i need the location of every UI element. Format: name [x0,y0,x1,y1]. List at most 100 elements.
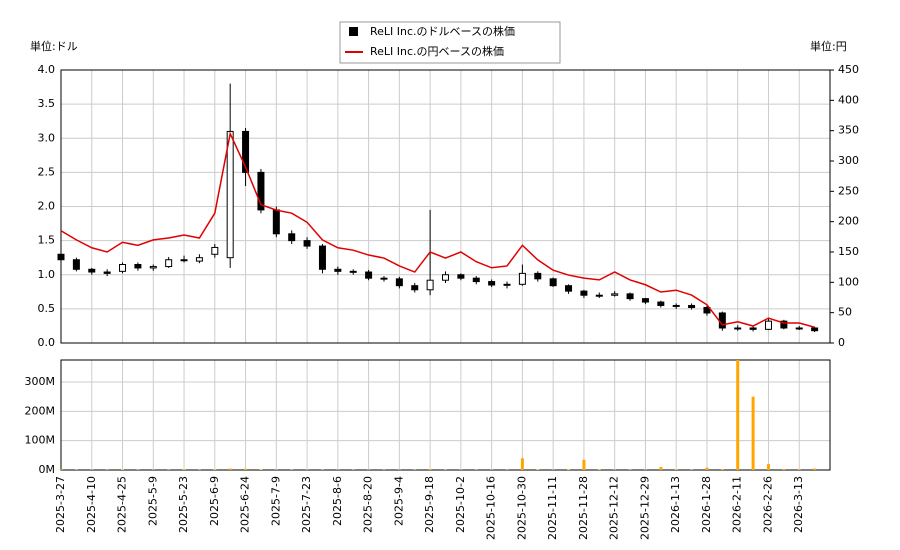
y-tick-label: 4.0 [38,63,56,76]
y-axis-unit: 単位:ドル [30,39,78,53]
candle-body [457,274,465,279]
x-tick-label: 2025-7-9 [269,476,282,526]
y-tick-label: 2.5 [38,165,56,178]
candle-body [318,245,326,270]
y-tick-label: 2.0 [38,200,56,213]
volume-bar [213,469,217,470]
candle-body [257,171,265,211]
x-tick-label: 2026-3-13 [792,476,805,533]
candle-body [272,209,280,235]
candle-body [611,293,619,296]
y-tick-label: 300M [25,375,56,388]
candle-body [503,283,511,286]
volume-bar [782,469,786,470]
candle-body [226,130,234,259]
y-tick-label: 0M [39,463,56,476]
candle-body [518,272,526,285]
x-tick-label: 2025-4-25 [116,476,129,533]
y2-tick-label: 400 [838,93,859,106]
volume-bar [520,458,524,470]
yen-price-line [60,131,815,328]
candle-body [303,240,311,247]
price-frame [60,69,831,344]
candle-body [134,264,142,269]
y-tick-label: 1.0 [38,268,56,281]
candle-body [795,327,803,330]
candle-body [488,281,496,286]
candle-body [749,327,757,330]
x-tick-label: 2025-9-18 [423,476,436,533]
candle-body [195,257,203,262]
x-tick-label: 2025-7-23 [300,476,313,533]
y-tick-label: 200M [25,404,56,417]
volume-bar [797,469,801,470]
candle-body [549,278,557,287]
candle-body [334,268,342,272]
candle-body [580,290,588,296]
candle-body [811,327,819,332]
x-tick-label: 2025-8-6 [331,476,344,526]
volume-bar [259,469,263,470]
candle-body [626,293,634,300]
x-tick-label: 2026-2-11 [731,476,744,533]
x-tick-label: 2025-10-30 [515,476,528,540]
candle-body [365,271,373,279]
y-tick-label: 3.0 [38,131,56,144]
x-tick-label: 2025-12-29 [638,476,651,540]
candle-body [426,279,434,291]
candle-body [180,259,188,262]
x-tick-label: 2026-2-26 [761,476,774,533]
x-tick-label: 2026-1-13 [669,476,682,533]
candle-body [149,266,157,269]
legend-label: ReLI Inc.の円ベースの株価 [370,44,504,58]
candle-body [672,304,680,307]
y2-tick-label: 0 [838,336,845,349]
volume-frame [60,359,831,471]
y2-tick-label: 150 [838,245,859,258]
legend-label: ReLI Inc.のドルベースの株価 [370,24,515,38]
volume-bar [228,468,232,470]
volume-bar [720,469,724,470]
x-tick-label: 2026-1-28 [700,476,713,533]
candle-body [442,274,449,281]
x-tick-label: 2025-11-28 [577,476,590,540]
volume-bar [597,469,601,470]
y2-tick-label: 300 [838,154,859,167]
x-tick-label: 2025-5-9 [146,476,159,526]
y2-tick-label: 250 [838,184,859,197]
candle-body [288,233,296,242]
x-tick-label: 2025-10-16 [485,476,498,540]
candle-body [88,268,96,273]
candle-body [688,304,696,309]
volume-bar [536,469,540,470]
candle-body [595,294,603,297]
candle-body [657,301,665,306]
candle-body [103,271,111,274]
x-tick-label: 2025-3-27 [54,476,67,533]
candle-body [565,285,573,292]
volume-bar [659,467,663,470]
x-tick-label: 2025-10-2 [454,476,467,533]
candle-body [349,270,357,273]
candle-body [472,277,480,283]
y2-tick-label: 50 [838,306,852,319]
volume-bar [705,467,709,470]
candle-body [395,278,403,287]
legend-box [339,21,561,64]
candle-body [718,312,726,329]
volume-bar [567,469,571,470]
volume-bar [244,468,248,470]
x-tick-label: 2025-5-23 [177,476,190,533]
volume-bar [736,360,740,470]
volume-bar [121,469,125,470]
candle-body [57,253,65,261]
y2-tick-label: 350 [838,124,859,137]
x-tick-label: 2025-6-9 [208,476,221,526]
legend-swatch [349,27,358,36]
y2-axis-unit: 単位:円 [810,39,847,53]
candle-body [780,320,788,329]
y-tick-label: 3.5 [38,97,56,110]
x-tick-label: 2025-8-20 [362,476,375,533]
y-tick-label: 0.5 [38,302,56,315]
